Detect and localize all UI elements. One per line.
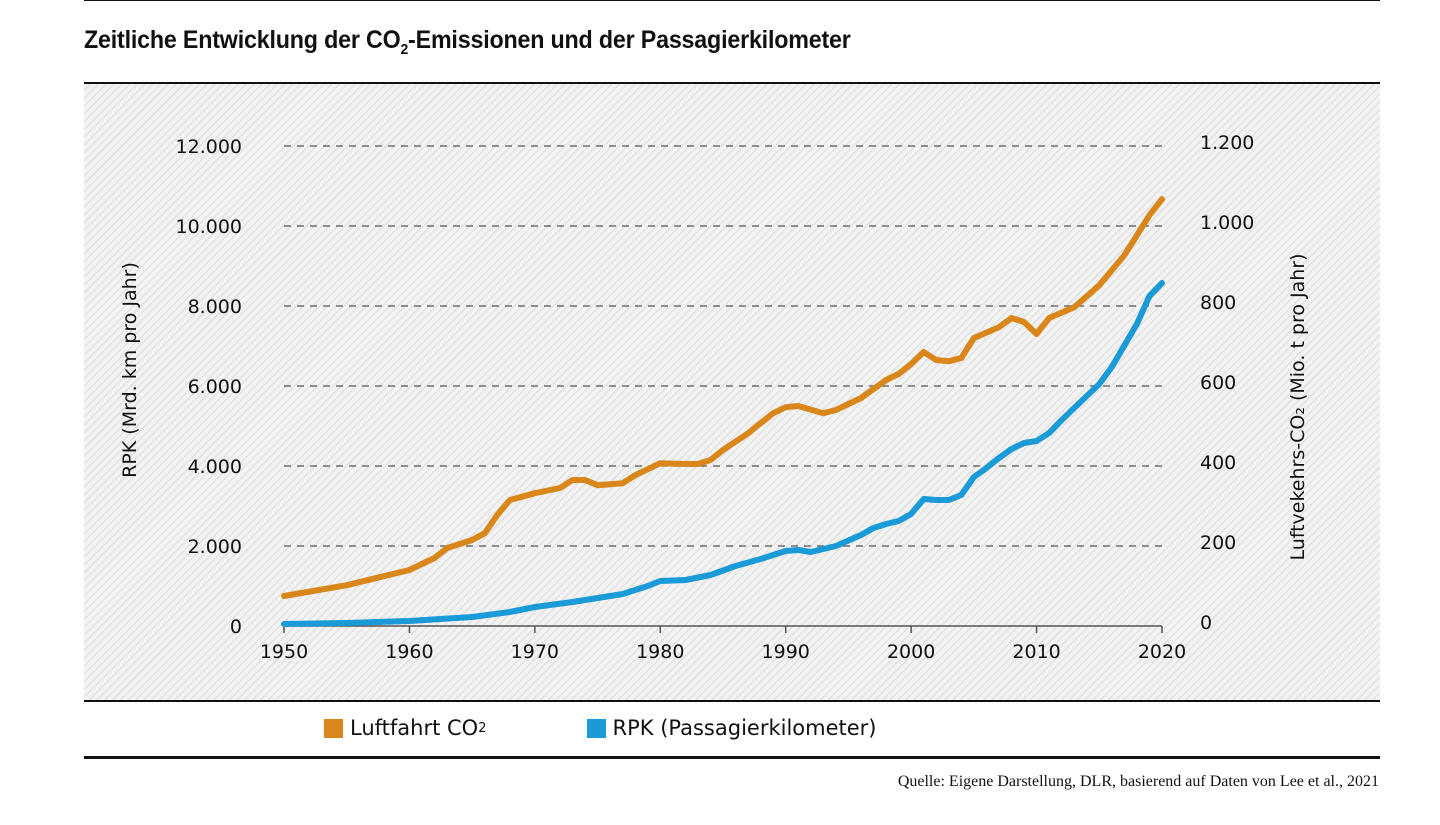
y-tick-label-right: 1.000 [1200, 212, 1254, 234]
top-rule [84, 0, 1380, 1]
y-tick-label-left: 10.000 [176, 216, 242, 238]
y-tick-label-right: 0 [1200, 612, 1212, 634]
title-text-rest: -Emissionen und der Passagierkilometer [408, 26, 851, 54]
legend-item-rpk: RPK (Passagierkilometer) [586, 716, 877, 740]
plot-bottom-rule [84, 700, 1380, 702]
y-tick-label-left: 0 [230, 616, 242, 638]
chart-title: Zeitliche Entwicklung der CO2-Emissionen… [84, 26, 851, 58]
x-tick-label: 1960 [385, 641, 433, 663]
x-tick-label: 1950 [260, 641, 308, 663]
x-tick-label: 1970 [511, 641, 559, 663]
legend-swatch-co2 [324, 718, 343, 738]
legend-item-co2: Luftfahrt CO 2 [324, 716, 487, 740]
x-tick-label: 1980 [636, 641, 684, 663]
legend-swatch-rpk [586, 718, 606, 738]
legend-label-co2: Luftfahrt CO [350, 716, 479, 740]
y-tick-label-left: 12.000 [176, 136, 242, 158]
y-tick-label-right: 1.200 [1200, 132, 1254, 154]
x-tick-label: 2020 [1138, 641, 1186, 663]
y-tick-label-right: 600 [1200, 372, 1236, 394]
y-axis-label-left: RPK (Mrd. km pro Jahr) [119, 262, 141, 478]
source-note: Quelle: Eigene Darstellung, DLR, basiere… [897, 773, 1379, 790]
plot-background [84, 84, 1380, 700]
y-tick-label-right: 200 [1200, 532, 1236, 554]
series-line-rpk [281, 280, 1165, 627]
y-tick-label-left: 8.000 [188, 296, 242, 318]
x-tick-label: 2010 [1012, 641, 1060, 663]
y-tick-label-left: 4.000 [188, 456, 242, 478]
series-line-co2 [281, 196, 1165, 599]
y-tick-label-right: 400 [1200, 452, 1236, 474]
legend-label-co2-sub: 2 [478, 720, 487, 736]
legend-label-rpk: RPK (Passagierkilometer) [612, 716, 877, 740]
title-subscript: 2 [400, 41, 409, 58]
y-axis-label-right: Luftvekehrs-CO₂ (Mio. t pro Jahr) [1287, 253, 1309, 560]
title-text: Zeitliche Entwicklung der CO [84, 26, 401, 54]
legend-bottom-rule [84, 756, 1380, 759]
x-tick-label: 1990 [762, 641, 810, 663]
y-tick-label-left: 2.000 [188, 536, 242, 558]
y-tick-label-left: 6.000 [188, 376, 242, 398]
x-tick-label: 2000 [887, 641, 935, 663]
title-rule [84, 82, 1380, 84]
legend: Luftfahrt CO 2 RPK (Passagierkilometer) [324, 716, 977, 740]
y-tick-label-right: 800 [1200, 292, 1236, 314]
